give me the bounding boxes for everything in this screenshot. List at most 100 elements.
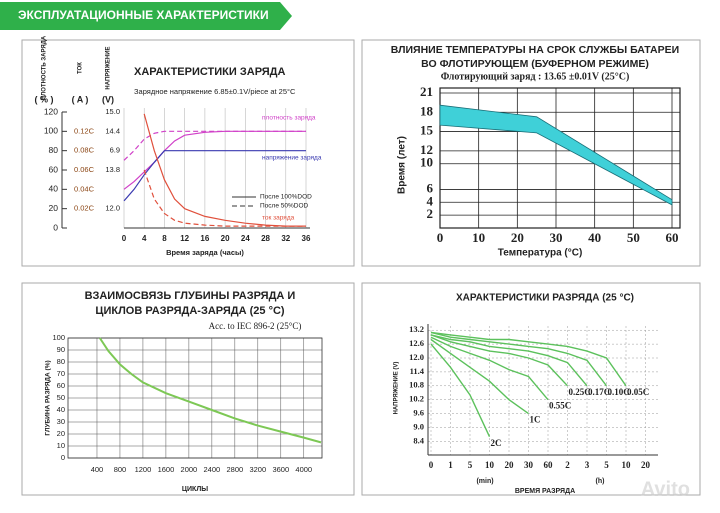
series-label: 2C (491, 438, 502, 448)
x-tick-label: 10 (472, 230, 485, 245)
axis-unit: ( A ) (72, 94, 89, 104)
y-tick-label: 10.8 (409, 380, 424, 390)
x-tick-label: 3600 (272, 465, 289, 474)
x-tick-label: 8 (162, 234, 167, 243)
x-tick-label: 1 (448, 460, 453, 470)
series-line (430, 334, 588, 387)
y-tick-label: 50 (57, 393, 65, 402)
band (439, 104, 673, 206)
x-tick-label: 2000 (181, 465, 198, 474)
series-label: 0.17C (588, 387, 610, 397)
y-tick-label: 2 (427, 206, 434, 221)
y-tick-label: 12.6 (409, 338, 424, 348)
x-tick-label: 1200 (135, 465, 152, 474)
y-tick-label: 90 (57, 345, 65, 354)
y-tick-label: 120 (44, 106, 58, 116)
y-tick-label: 100 (52, 333, 65, 342)
y-tick-label: 13.2 (409, 324, 424, 334)
x-tick-label: 400 (91, 465, 104, 474)
x-tick-label: 2 (565, 460, 570, 470)
series-line (430, 343, 491, 437)
series-line (430, 338, 529, 415)
y-tick-label: 12 (420, 142, 433, 157)
series-line (123, 130, 306, 161)
x-axis-title: ВРЕМЯ РАЗРЯДА (515, 488, 575, 495)
x-tick-label: 16 (200, 234, 209, 243)
x-tick-label: 4000 (295, 465, 312, 474)
y-tick-label: 15 (420, 123, 434, 138)
axis-title: ТОК (78, 62, 84, 74)
x-unit: (h) (596, 478, 605, 485)
x-axis-title: Температура (°C) (498, 248, 583, 259)
legend-label: После 50%DOD (260, 203, 309, 210)
x-tick-label: 10 (622, 460, 632, 470)
y-tick-label: 8.4 (413, 435, 424, 445)
series-label: 0.55C (549, 401, 571, 411)
y-tick-label: 30 (57, 417, 65, 426)
x-tick-label: 30 (524, 460, 534, 470)
y-tick-label: 6 (427, 180, 434, 195)
y-tick-label: 11.4 (410, 366, 425, 376)
x-tick-label: 0 (429, 460, 434, 470)
chart-title: ХАРАКТЕРИСТИКИ ЗАРЯДА (134, 66, 285, 78)
panel (21, 39, 355, 267)
x-tick-label: 0 (122, 234, 127, 243)
y2-tick-label: 0.04C (74, 184, 95, 193)
y-tick-label: 80 (49, 145, 59, 155)
y-tick-label: 40 (57, 405, 65, 414)
annotation: ток заряда (262, 215, 295, 222)
y-tick-label: 18 (420, 103, 434, 118)
annotation: напряжение заряда (262, 155, 322, 162)
x-axis-title: ЦИКЛЫ (182, 486, 208, 493)
axis-title: НАПРЯЖЕНИЕ (106, 46, 112, 89)
chart-title: ВО ФЛОТИРУЮЩЕМ (БУФЕРНОМ РЕЖИМЕ) (421, 58, 649, 70)
x-tick-label: 20 (221, 234, 230, 243)
x-tick-label: 60 (544, 460, 554, 470)
y-tick-label: 10 (420, 155, 433, 170)
x-tick-label: 3200 (249, 465, 266, 474)
annotation: Acc. to IEC 896-2 (25°C) (209, 321, 302, 331)
chart-subtitle: Зарядное напряжение 6.85±0.1V/piece at 2… (134, 87, 296, 96)
y-axis-title: Время (лет) (397, 136, 408, 194)
y-tick-label: 100 (44, 126, 58, 136)
y3-tick-label: 6.9 (110, 146, 120, 155)
y-tick-label: 80 (57, 357, 65, 366)
series-label: 0.05C (627, 387, 649, 397)
plot-frame (439, 87, 681, 229)
x-unit: (min) (476, 478, 493, 485)
header-title: ЭКСПЛУАТАЦИОННЫЕ ХАРАКТЕРИСТИКИ (18, 8, 269, 22)
y-axis-title: ГЛУБИНА РАЗРЯДА (%) (45, 360, 52, 435)
y-tick-label: 20 (57, 429, 65, 438)
y-tick-label: 12.0 (409, 352, 424, 362)
series-line (123, 150, 306, 202)
y-tick-label: 10.2 (409, 394, 424, 404)
y2-tick-label: 0.02C (74, 204, 95, 213)
x-tick-label: 12 (180, 234, 189, 243)
chart-title: ХАРАКТЕРИСТИКИ РАЗРЯДА (25 °C) (456, 293, 634, 304)
y-tick-label: 20 (49, 203, 59, 213)
y3-tick-label: 12.0 (105, 204, 120, 213)
x-tick-label: 30 (550, 230, 563, 245)
axis-unit: ( % ) (35, 94, 54, 104)
x-axis-title: Время заряда (часы) (166, 248, 244, 257)
y2-tick-label: 0.06C (74, 165, 95, 174)
x-tick-label: 2800 (226, 465, 243, 474)
y-tick-label: 60 (57, 381, 65, 390)
series-line (430, 331, 627, 387)
y2-tick-label: 0.08C (74, 146, 95, 155)
legend-label: После 100%DOD (260, 194, 312, 201)
x-tick-label: 4 (142, 234, 147, 243)
series-line (143, 169, 306, 227)
x-tick-label: 36 (302, 234, 311, 243)
y-tick-label: 10 (57, 441, 65, 450)
series-line (430, 336, 549, 401)
y-tick-label: 4 (427, 193, 434, 208)
x-tick-label: 32 (281, 234, 290, 243)
y3-tick-label: 14.4 (105, 126, 120, 135)
x-tick-label: 60 (666, 230, 679, 245)
y-tick-label: 60 (49, 164, 59, 174)
y-axis-title: НАПРЯЖЕНИЕ (V) (394, 362, 400, 415)
panel (21, 282, 355, 496)
y-tick-label: 0 (61, 453, 65, 462)
